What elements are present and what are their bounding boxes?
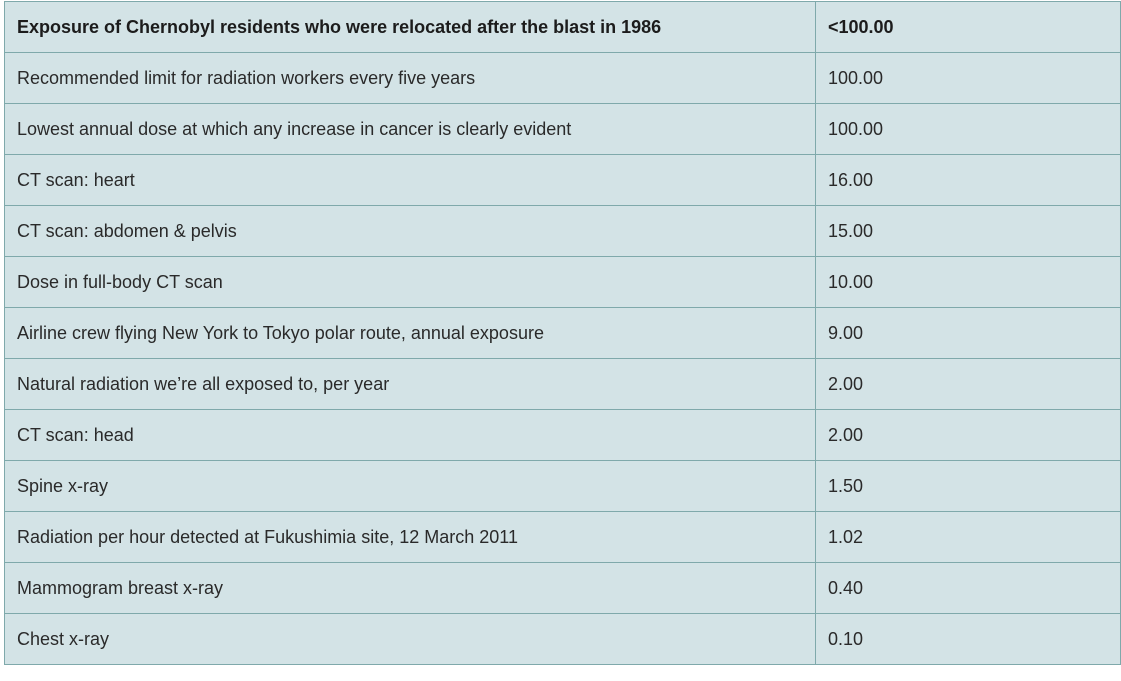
row-value-cell: 2.00 xyxy=(815,409,1121,461)
table-row: Recommended limit for radiation workers … xyxy=(4,52,1121,104)
row-value-cell: 9.00 xyxy=(815,307,1121,359)
header-label-cell: Exposure of Chernobyl residents who were… xyxy=(4,1,816,53)
table-row: Radiation per hour detected at Fukushimi… xyxy=(4,511,1121,563)
table-row: Airline crew flying New York to Tokyo po… xyxy=(4,307,1121,359)
row-label-cell: CT scan: heart xyxy=(4,154,816,206)
row-value-cell: 1.50 xyxy=(815,460,1121,512)
row-label-cell: Recommended limit for radiation workers … xyxy=(4,52,816,104)
table-row: Chest x-ray 0.10 xyxy=(4,613,1121,665)
row-value-cell: 15.00 xyxy=(815,205,1121,257)
table-row: Spine x-ray 1.50 xyxy=(4,460,1121,512)
header-value-cell: <100.00 xyxy=(815,1,1121,53)
row-label-cell: Airline crew flying New York to Tokyo po… xyxy=(4,307,816,359)
radiation-dose-table: Exposure of Chernobyl residents who were… xyxy=(4,1,1121,665)
row-label-cell: Chest x-ray xyxy=(4,613,816,665)
row-label-cell: Spine x-ray xyxy=(4,460,816,512)
table-row: CT scan: head 2.00 xyxy=(4,409,1121,461)
table-row: Lowest annual dose at which any increase… xyxy=(4,103,1121,155)
row-label-cell: Dose in full-body CT scan xyxy=(4,256,816,308)
table-header-row: Exposure of Chernobyl residents who were… xyxy=(4,1,1121,53)
table-row: CT scan: abdomen & pelvis 15.00 xyxy=(4,205,1121,257)
table-row: Mammogram breast x-ray 0.40 xyxy=(4,562,1121,614)
table-row: Dose in full-body CT scan 10.00 xyxy=(4,256,1121,308)
table-row: CT scan: heart 16.00 xyxy=(4,154,1121,206)
row-label-cell: Radiation per hour detected at Fukushimi… xyxy=(4,511,816,563)
row-value-cell: 2.00 xyxy=(815,358,1121,410)
row-label-cell: Mammogram breast x-ray xyxy=(4,562,816,614)
row-value-cell: 1.02 xyxy=(815,511,1121,563)
row-value-cell: 0.10 xyxy=(815,613,1121,665)
radiation-dose-table-container: Exposure of Chernobyl residents who were… xyxy=(4,1,1121,665)
row-value-cell: 16.00 xyxy=(815,154,1121,206)
table-row: Natural radiation we’re all exposed to, … xyxy=(4,358,1121,410)
row-value-cell: 0.40 xyxy=(815,562,1121,614)
row-value-cell: 100.00 xyxy=(815,103,1121,155)
row-label-cell: Natural radiation we’re all exposed to, … xyxy=(4,358,816,410)
row-label-cell: CT scan: head xyxy=(4,409,816,461)
row-label-cell: Lowest annual dose at which any increase… xyxy=(4,103,816,155)
row-value-cell: 100.00 xyxy=(815,52,1121,104)
row-label-cell: CT scan: abdomen & pelvis xyxy=(4,205,816,257)
row-value-cell: 10.00 xyxy=(815,256,1121,308)
